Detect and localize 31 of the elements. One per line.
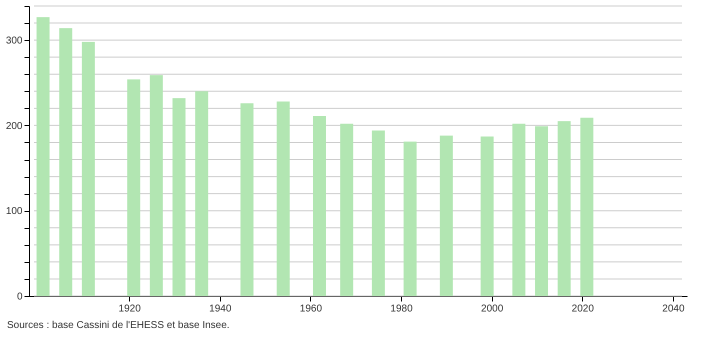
y-tick-label: 0 [16, 292, 23, 302]
bar [372, 130, 385, 296]
bar [440, 136, 453, 296]
bar [480, 136, 494, 296]
bar [512, 124, 526, 296]
y-tick-label: 200 [6, 120, 23, 132]
bar [195, 91, 208, 296]
y-tick-label: 100 [6, 206, 23, 218]
bar [82, 42, 95, 296]
x-tick-label: 2020 [572, 304, 594, 314]
bar [150, 75, 163, 296]
bar [127, 79, 140, 296]
bar [312, 116, 326, 296]
bar [558, 121, 571, 296]
y-tick-label: 300 [6, 36, 23, 47]
bar [340, 124, 354, 296]
x-tick-label: 1920 [118, 304, 142, 314]
source-note: Sources : base Cassini de l'EHESS et base Insee. [7, 320, 230, 331]
x-tick-label: 2040 [662, 304, 685, 314]
x-tick-label: 1960 [300, 304, 322, 314]
bar [59, 28, 72, 296]
x-tick-label: 1940 [209, 304, 232, 314]
bar [580, 118, 594, 296]
bar [36, 17, 50, 296]
bar [404, 142, 417, 296]
x-tick-label: 1980 [390, 304, 414, 314]
bar [240, 103, 254, 296]
x-tick-label: 2000 [481, 304, 504, 314]
bar [535, 126, 548, 296]
bar [276, 102, 290, 296]
bar [172, 98, 186, 296]
